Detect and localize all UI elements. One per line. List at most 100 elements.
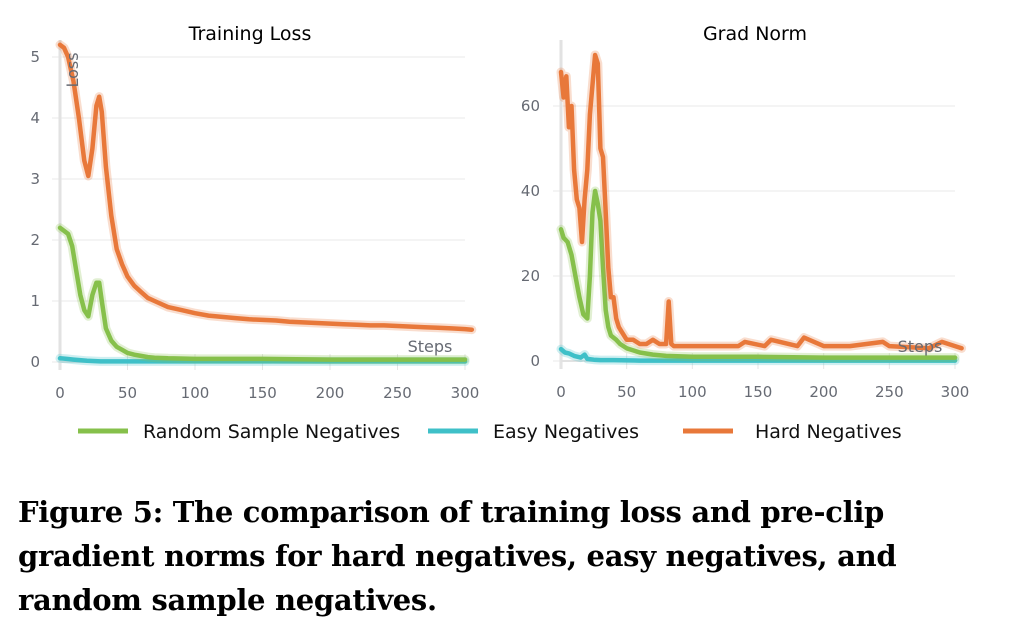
data-point-easy-negatives — [66, 358, 68, 360]
data-point-hard-negatives — [678, 345, 680, 347]
data-point-random-sample-negatives — [823, 357, 825, 359]
data-point-easy-negatives — [639, 360, 641, 362]
series-line-hard-negatives — [558, 52, 964, 351]
data-point-random-sample-negatives — [605, 309, 607, 311]
data-point-hard-negatives — [248, 318, 250, 320]
data-point-random-sample-negatives — [91, 294, 93, 296]
data-point-hard-negatives — [744, 341, 746, 343]
data-point-hard-negatives — [127, 276, 128, 278]
data-point-hard-negatives — [652, 339, 654, 341]
data-point-hard-negatives — [615, 318, 617, 319]
data-point-hard-negatives — [882, 341, 884, 343]
x-tick-label: 50 — [118, 384, 137, 402]
data-point-easy-negatives — [100, 360, 101, 362]
x-axis-label: Steps — [408, 337, 453, 356]
data-point-hard-negatives — [803, 337, 805, 339]
data-point-hard-negatives — [823, 345, 825, 347]
data-point-hard-negatives — [645, 343, 647, 345]
x-tick-label: 0 — [55, 384, 65, 402]
data-point-hard-negatives — [607, 267, 609, 268]
x-axis-label: Steps — [898, 337, 943, 356]
data-point-easy-negatives — [127, 360, 128, 362]
data-point-hard-negatives — [673, 345, 675, 347]
data-point-hard-negatives — [589, 114, 591, 115]
y-tick-label: 20 — [521, 267, 540, 285]
data-point-random-sample-negatives — [597, 203, 599, 205]
data-point-hard-negatives — [592, 84, 593, 86]
x-tick-label: 250 — [383, 384, 412, 402]
data-point-random-sample-negatives — [626, 347, 628, 349]
x-tick-label: 50 — [617, 383, 636, 401]
data-point-hard-negatives — [632, 339, 634, 341]
legend-label-easy-negatives: Easy Negatives — [493, 421, 639, 443]
data-point-hard-negatives — [410, 326, 412, 328]
data-point-random-sample-negatives — [652, 354, 654, 356]
data-point-hard-negatives — [659, 343, 660, 345]
data-point-hard-negatives — [665, 343, 667, 345]
data-point-random-sample-negatives — [71, 245, 73, 247]
data-point-hard-negatives — [383, 324, 385, 326]
data-point-random-sample-negatives — [121, 349, 123, 351]
data-point-easy-negatives — [584, 354, 586, 356]
data-point-random-sample-negatives — [167, 357, 169, 359]
data-point-hard-negatives — [928, 347, 930, 349]
data-point-hard-negatives — [849, 345, 851, 347]
data-point-easy-negatives — [86, 360, 88, 362]
data-point-random-sample-negatives — [563, 237, 565, 239]
data-point-random-sample-negatives — [110, 340, 112, 342]
data-point-easy-negatives — [573, 355, 575, 357]
data-point-hard-negatives — [941, 341, 943, 343]
data-point-hard-negatives — [563, 97, 565, 98]
data-point-random-sample-negatives — [79, 294, 81, 296]
y-tick-label: 60 — [521, 97, 540, 115]
legend: Random Sample Negatives Easy Negatives Har… — [78, 421, 902, 443]
data-point-hard-negatives — [167, 306, 169, 308]
data-point-random-sample-negatives — [567, 241, 569, 243]
data-point-hard-negatives — [568, 126, 570, 128]
data-point-random-sample-negatives — [63, 230, 65, 232]
data-point-hard-negatives — [571, 105, 572, 107]
data-point-random-sample-negatives — [582, 313, 584, 315]
data-point-random-sample-negatives — [147, 356, 149, 358]
data-point-hard-negatives — [670, 343, 672, 345]
data-point-hard-negatives — [98, 96, 100, 98]
data-point-random-sample-negatives — [87, 315, 89, 317]
data-point-hard-negatives — [796, 345, 798, 347]
data-point-hard-negatives — [235, 317, 236, 319]
series-band-hard-negatives — [55, 40, 477, 335]
data-point-easy-negatives — [823, 360, 825, 362]
data-point-hard-negatives — [110, 215, 112, 217]
data-point-hard-negatives — [620, 330, 622, 332]
data-point-hard-negatives — [262, 319, 263, 321]
x-tick-label: 200 — [809, 383, 838, 401]
data-point-hard-negatives — [613, 296, 614, 298]
x-tick-label: 150 — [248, 384, 277, 402]
data-point-hard-negatives — [133, 285, 135, 287]
x-tick-label: 300 — [941, 383, 970, 401]
data-point-hard-negatives — [602, 156, 604, 158]
grad-norm-plot: Grad Norm 0 20 40 60 0 50 100 150 200 250 300 Steps — [521, 23, 969, 401]
data-point-hard-negatives — [343, 323, 344, 325]
data-point-hard-negatives — [59, 44, 61, 46]
x-tick-label: 300 — [451, 384, 480, 402]
figure-caption: Figure 5: The comparison of training los… — [18, 495, 897, 617]
data-point-random-sample-negatives — [194, 358, 196, 360]
data-point-hard-negatives — [578, 207, 580, 209]
data-point-hard-negatives — [668, 301, 670, 302]
data-point-hard-negatives — [618, 326, 620, 328]
data-point-random-sample-negatives — [67, 233, 69, 235]
data-point-hard-negatives — [116, 248, 118, 250]
x-tick-label: 150 — [744, 383, 773, 401]
x-tick-label: 200 — [316, 384, 345, 402]
x-tick-label: 0 — [556, 383, 566, 401]
x-tick-label: 250 — [875, 383, 904, 401]
legend-label-hard-negatives: Hard Negatives — [755, 421, 902, 443]
data-point-random-sample-negatives — [101, 300, 103, 302]
y-tick-label: 0 — [530, 352, 540, 370]
y-tick-label: 2 — [30, 231, 40, 249]
data-point-random-sample-negatives — [95, 282, 97, 284]
legend-label-random-sample-negatives: Random Sample Negatives — [143, 421, 400, 443]
data-point-random-sample-negatives — [757, 356, 759, 358]
data-point-hard-negatives — [451, 327, 452, 329]
